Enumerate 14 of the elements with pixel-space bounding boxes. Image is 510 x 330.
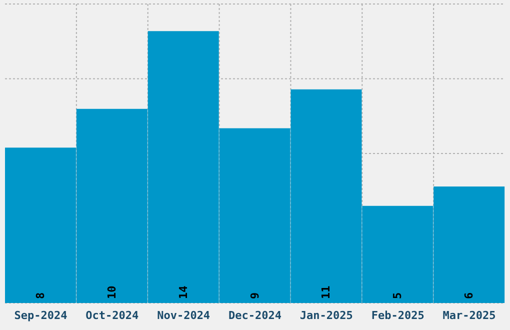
data-label: 9 — [248, 292, 262, 299]
x-tick-label: Dec-2024 — [228, 308, 282, 322]
data-label: 8 — [34, 292, 47, 299]
data-label: 6 — [462, 292, 476, 299]
x-tick-label: Sep-2024 — [14, 308, 68, 322]
data-label: 14 — [176, 285, 190, 299]
data-label: 10 — [105, 286, 118, 299]
x-tick-label: Mar-2025 — [442, 308, 496, 322]
x-tick-label: Nov-2024 — [157, 308, 210, 322]
x-tick-label: Feb-2025 — [371, 308, 424, 322]
x-tick-label: Jan-2025 — [300, 308, 353, 322]
data-label: 11 — [320, 285, 333, 299]
x-tick-label: Oct-2024 — [86, 308, 140, 322]
data-label: 5 — [391, 292, 404, 299]
